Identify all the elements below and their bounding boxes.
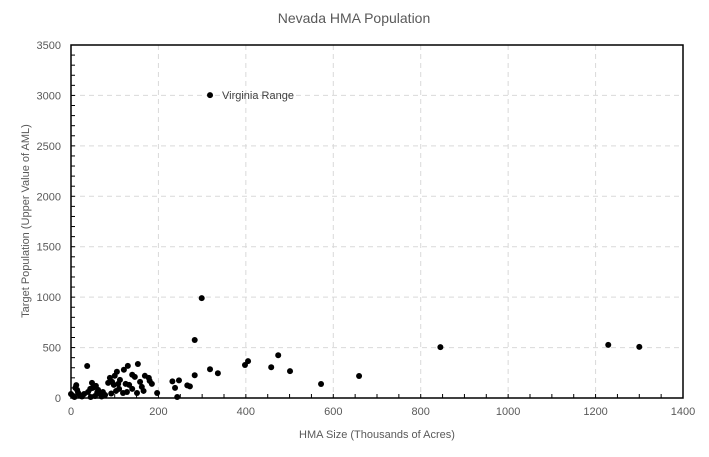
data-point	[120, 366, 127, 373]
data-point	[172, 384, 179, 391]
chart-title: Nevada HMA Population	[278, 10, 431, 26]
data-point	[140, 387, 147, 394]
data-point	[318, 380, 325, 387]
x-tick-label: 200	[149, 406, 167, 418]
data-point	[605, 341, 612, 348]
data-point	[207, 366, 214, 373]
data-point	[72, 384, 79, 391]
data-point	[148, 380, 155, 387]
data-point	[169, 378, 176, 385]
y-tick-label: 1000	[37, 292, 61, 304]
tick-labels: 0 200 400 600 800 1000 1200 1400 0 500 1000 1500 200…	[37, 40, 696, 418]
data-points	[68, 92, 643, 400]
data-point	[214, 370, 221, 377]
data-point	[207, 92, 214, 99]
y-tick-label: 2000	[37, 191, 61, 203]
gridlines	[71, 45, 683, 398]
x-tick-label: 400	[237, 406, 255, 418]
data-point	[198, 295, 205, 302]
data-point	[186, 383, 193, 390]
y-tick-label: 3500	[37, 40, 61, 52]
data-point	[268, 364, 275, 371]
axes	[70, 44, 684, 399]
data-point	[174, 393, 181, 400]
y-tick-label: 1500	[37, 242, 61, 254]
x-tick-label: 0	[68, 406, 74, 418]
x-axis-label: HMA Size (Thousands of Acres)	[299, 429, 455, 441]
data-point	[129, 385, 136, 392]
data-point	[134, 361, 141, 368]
y-tick-label: 3000	[37, 90, 61, 102]
data-point	[94, 389, 101, 396]
data-point	[108, 390, 115, 397]
data-point	[124, 362, 131, 369]
y-axis-label: Target Population (Upper Value of AML)	[20, 124, 32, 318]
data-point	[191, 372, 198, 379]
y-tick-label: 500	[43, 343, 61, 355]
data-point	[123, 388, 130, 395]
x-tick-label: 1000	[496, 406, 520, 418]
data-point	[102, 391, 109, 398]
data-point	[437, 344, 444, 351]
data-point	[154, 389, 161, 396]
data-point	[356, 373, 363, 380]
data-point	[134, 389, 141, 396]
data-point	[113, 368, 120, 375]
data-point	[84, 363, 91, 370]
data-point	[71, 393, 78, 400]
data-point	[145, 374, 152, 381]
x-tick-label: 1200	[583, 406, 607, 418]
data-point	[275, 352, 282, 359]
y-tick-label: 2500	[37, 141, 61, 153]
data-point	[636, 343, 643, 350]
data-point	[87, 385, 94, 392]
x-tick-label: 1400	[671, 406, 695, 418]
annotations: Virginia Range	[222, 90, 294, 102]
data-point	[116, 376, 123, 383]
y-tick-label: 0	[55, 393, 61, 405]
data-point	[191, 337, 198, 344]
data-point	[116, 385, 123, 392]
x-tick-label: 600	[324, 406, 342, 418]
data-point	[78, 393, 85, 400]
data-point	[245, 358, 252, 365]
data-point	[137, 378, 144, 385]
x-tick-label: 800	[412, 406, 430, 418]
plot-border	[70, 44, 684, 399]
point-annotation: Virginia Range	[222, 90, 294, 102]
data-point	[175, 377, 182, 384]
data-point	[74, 389, 81, 396]
data-point	[131, 373, 138, 380]
data-point	[287, 368, 294, 375]
